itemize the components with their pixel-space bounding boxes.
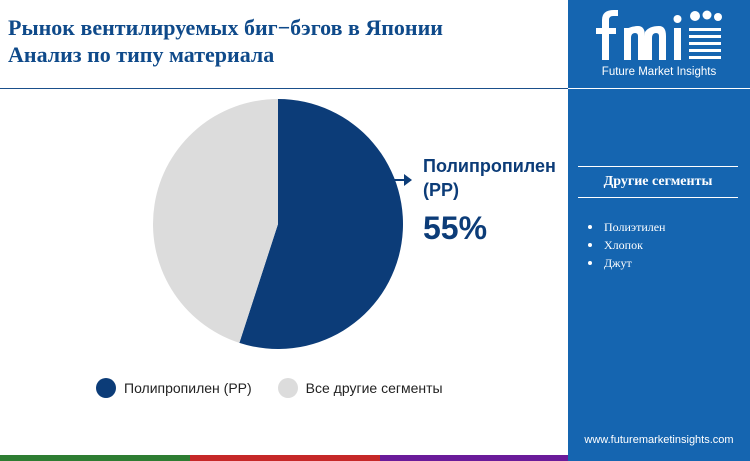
chart-title-line-2: Анализ по типу материала (8, 42, 275, 67)
callout-value: 55% (423, 210, 488, 246)
chart-title: Рынок вентилируемых биг−бэгов в Японии А… (8, 14, 563, 68)
legend-swatch-other (277, 378, 298, 398)
fmi-logo-mark (596, 10, 722, 60)
bullet-icon (588, 243, 592, 247)
chart-legend: Полипропилен (PP) Все другие сегменты (96, 378, 469, 398)
bottom-bar-segment (190, 455, 380, 461)
legend-item-pp: Полипропилен (PP) (96, 378, 252, 398)
legend-swatch-pp (96, 378, 116, 398)
callout-arrow-icon (404, 174, 412, 186)
logo-subtitle: Future Market Insights (601, 66, 717, 78)
bullet-icon (588, 261, 592, 265)
segment-item: Хлопок (588, 236, 665, 254)
website-link[interactable]: www.futuremarketinsights.com (584, 434, 734, 446)
bottom-bar-segment (568, 455, 750, 461)
sidebar-divider (568, 88, 750, 89)
pie-callout: Полипропилен (PP) 55% (423, 154, 573, 246)
segment-item: Полиэтилен (588, 218, 665, 236)
pie-slice-1 (153, 99, 278, 343)
segments-header: Другие сегменты (578, 166, 738, 198)
segment-label: Полиэтилен (604, 220, 666, 234)
bottom-bar-segment (0, 455, 190, 461)
bullet-icon (588, 225, 592, 229)
legend-label-other: Все другие сегменты (305, 380, 443, 396)
legend-item-other: Все другие сегменты (277, 378, 443, 398)
segment-label: Хлопок (604, 238, 643, 252)
legend-label-pp: Полипропилен (PP) (124, 380, 252, 396)
callout-label: Полипропилен (PP) (423, 156, 556, 200)
pie-slice-0 (239, 99, 404, 349)
sidebar-panel: Future Market Insights Другие сегменты П… (568, 0, 750, 461)
segment-label: Джут (604, 256, 632, 270)
segment-item: Джут (588, 254, 665, 272)
segments-list: Полиэтилен Хлопок Джут (588, 218, 665, 272)
bottom-bar-segment (380, 455, 568, 461)
chart-title-line-1: Рынок вентилируемых биг−бэгов в Японии (8, 15, 443, 40)
title-divider (0, 88, 568, 89)
bottom-color-bar (0, 455, 750, 461)
fmi-logo (568, 6, 750, 69)
segments-title: Другие сегменты (603, 174, 713, 189)
